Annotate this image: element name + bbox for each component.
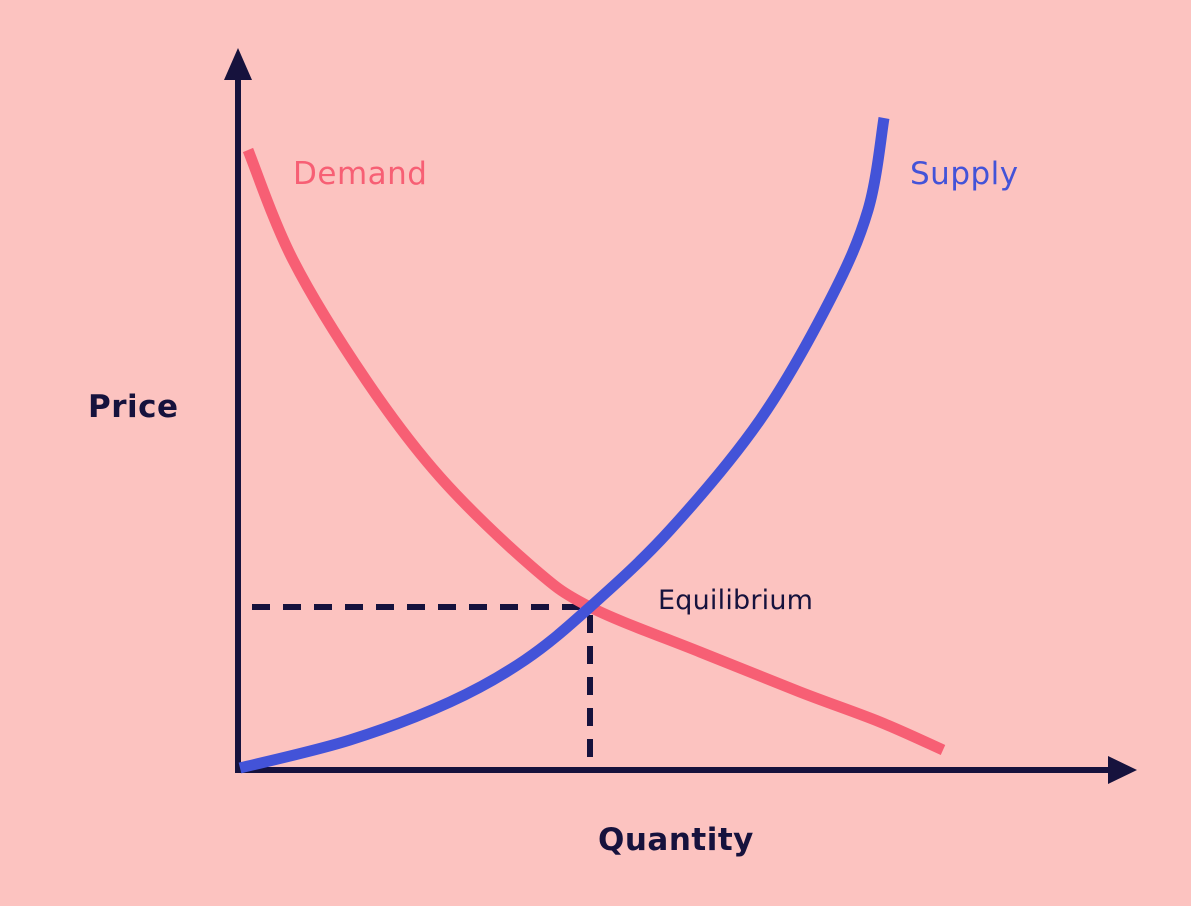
demand-curve: [242, 147, 946, 756]
price-axis-label: Price: [88, 389, 179, 425]
x-axis-arrow-icon: [1108, 756, 1137, 784]
equilibrium-label: Equilibrium: [658, 585, 814, 616]
supply-label: Supply: [910, 156, 1019, 192]
demand-label: Demand: [293, 156, 428, 192]
y-axis-arrow-icon: [224, 48, 252, 80]
supply-curve: [238, 117, 890, 774]
quantity-axis-label: Quantity: [598, 822, 754, 858]
